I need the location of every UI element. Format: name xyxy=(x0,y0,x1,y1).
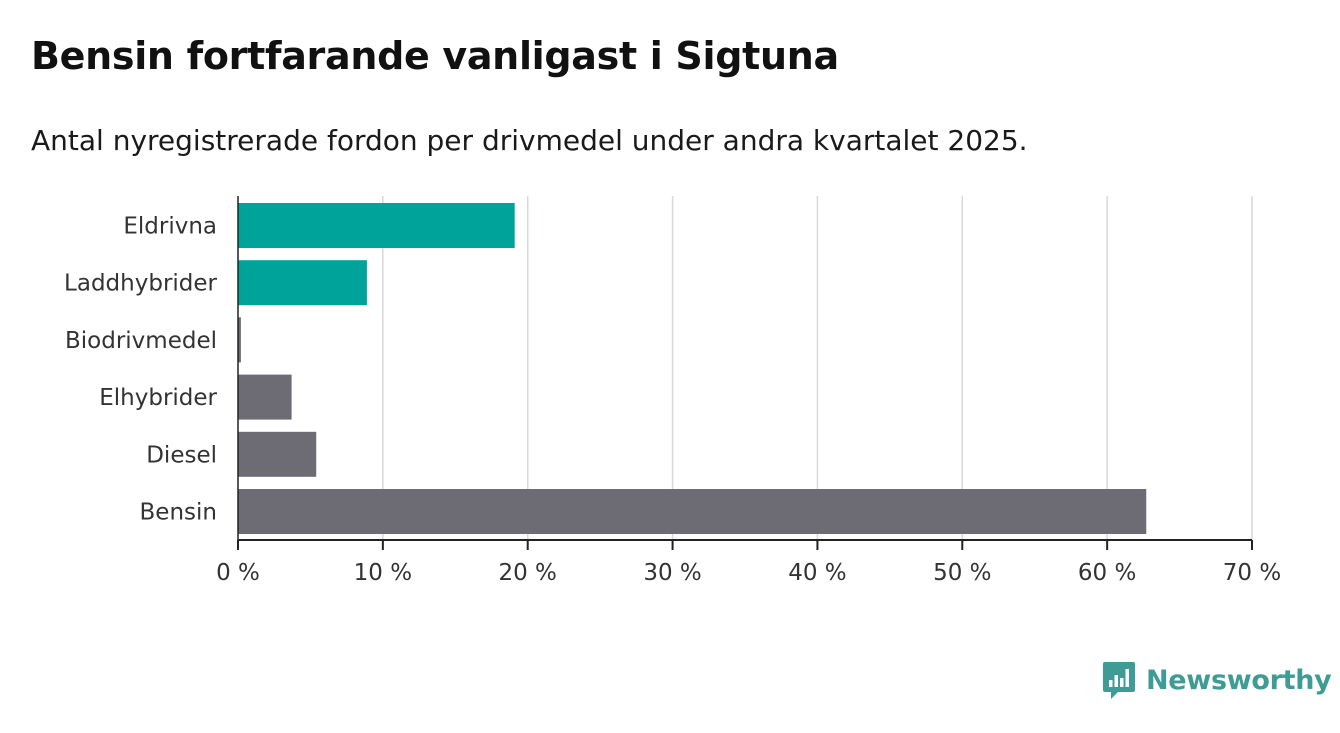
newsworthy-logo-icon xyxy=(1103,662,1135,699)
x-axis: 0 % 10 % 20 % 30 % 40 % 50 % 60 % 70 % xyxy=(216,196,1281,586)
bar-elhybrider xyxy=(238,374,292,420)
category-label: Elhybrider xyxy=(99,385,217,411)
x-tick-label: 70 % xyxy=(1223,560,1281,586)
category-labels: Eldrivna Laddhybrider Biodrivmedel Elhybrid… xyxy=(64,214,217,526)
bar-biodrivmedel xyxy=(238,317,241,363)
category-label: Biodrivmedel xyxy=(65,328,217,354)
bars xyxy=(238,203,1147,534)
x-tick-label: 30 % xyxy=(643,560,701,586)
x-tick-label: 60 % xyxy=(1078,560,1136,586)
newsworthy-brand: Newsworthy xyxy=(1102,660,1332,700)
x-tick-label: 20 % xyxy=(498,560,556,586)
bar-eldrivna xyxy=(238,203,515,248)
grid-lines xyxy=(382,196,1253,540)
category-label: Diesel xyxy=(146,442,217,468)
category-label: Eldrivna xyxy=(123,214,217,240)
category-label: Bensin xyxy=(140,500,217,526)
category-label: Laddhybrider xyxy=(64,271,217,297)
brand-name: Newsworthy xyxy=(1146,664,1332,696)
chart-subtitle: Antal nyregistrerade fordon per drivmede… xyxy=(31,124,1028,157)
x-tick-label: 10 % xyxy=(354,560,412,586)
bar-bensin xyxy=(238,489,1147,534)
x-tick-label: 0 % xyxy=(216,560,260,586)
x-tick-label: 40 % xyxy=(788,560,846,586)
chart-title: Bensin fortfarande vanligast i Sigtuna xyxy=(31,34,839,78)
bar-diesel xyxy=(238,431,317,477)
x-tick-label: 50 % xyxy=(933,560,991,586)
bar-laddhybrider xyxy=(238,260,367,306)
